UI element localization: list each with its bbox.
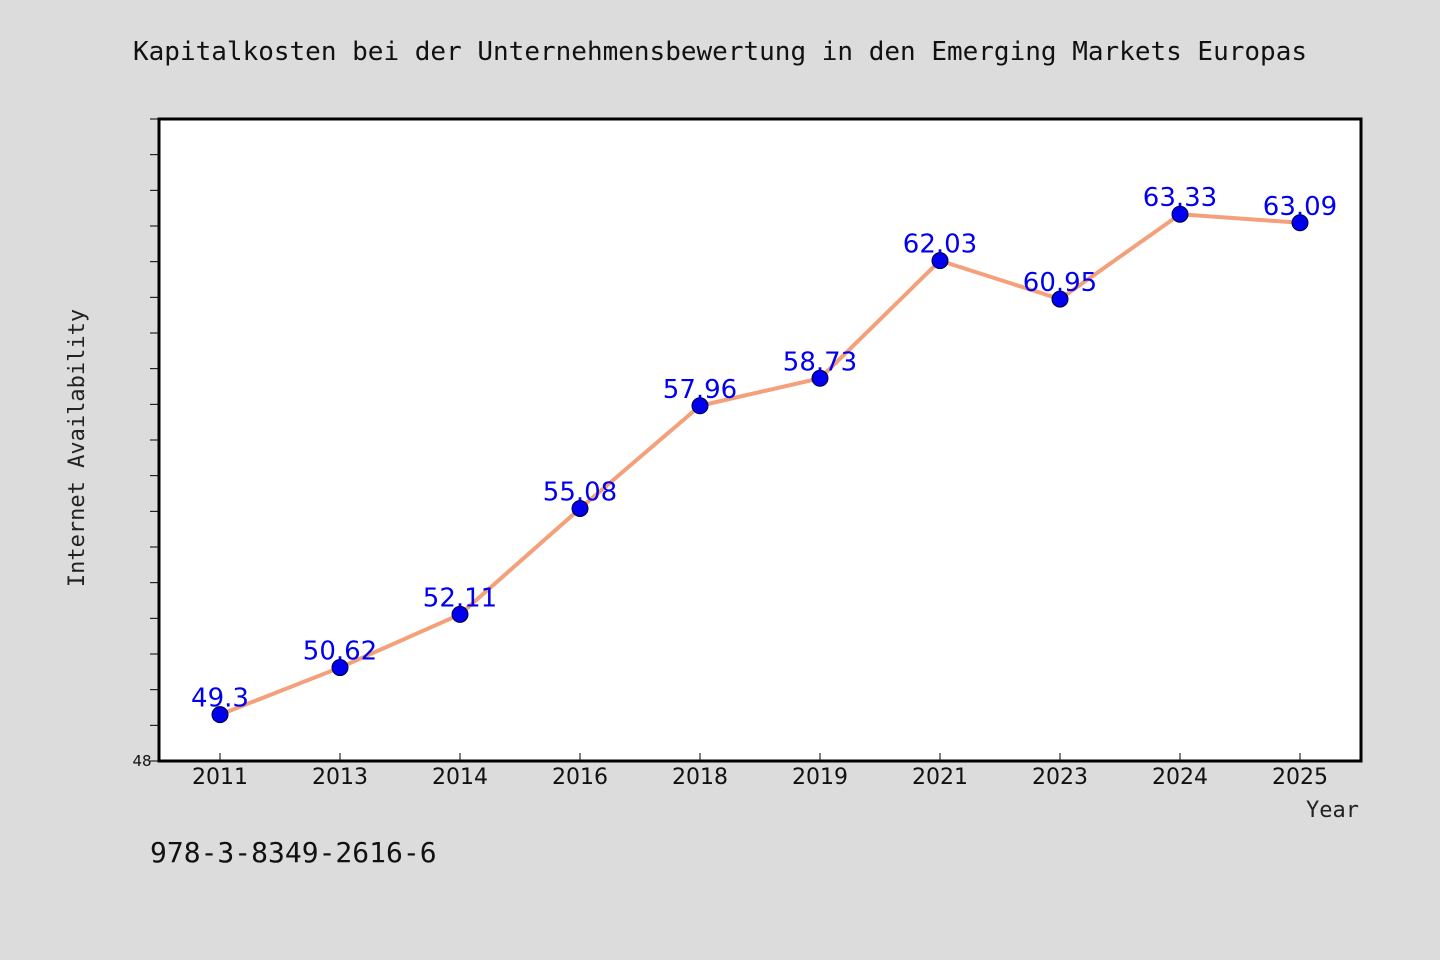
x-tick-label: 2018 — [672, 765, 728, 790]
data-label: 50.62 — [303, 637, 377, 667]
data-label: 55.08 — [543, 477, 617, 507]
data-label: 63.33 — [1143, 183, 1217, 213]
y-axis-label: Internet Availability — [65, 309, 90, 587]
data-label: 63.09 — [1263, 192, 1337, 222]
data-label: 52.11 — [423, 583, 497, 613]
x-tick-label: 2025 — [1272, 765, 1328, 790]
data-point — [331, 659, 349, 677]
y-axis-ticks — [150, 118, 159, 762]
series-line-group — [218, 212, 1302, 717]
x-tick-label: 2019 — [792, 765, 848, 790]
data-point — [691, 397, 709, 415]
x-tick-label: 2016 — [552, 765, 608, 790]
x-tick-label: 2024 — [1152, 765, 1208, 790]
data-point — [451, 605, 469, 623]
series-markers — [211, 205, 1309, 724]
x-tick-label: 2014 — [432, 765, 488, 790]
data-point — [1171, 205, 1189, 223]
x-tick-labels: 2011 2013 2014 2016 2018 2019 2021 2023 2024 2025 — [192, 765, 1328, 790]
x-tick-label: 2021 — [912, 765, 968, 790]
chart-title: Kapitalkosten bei der Unternehmensbewert… — [133, 37, 1307, 67]
data-label: 58.73 — [783, 347, 857, 377]
x-axis-label: Year — [1306, 798, 1359, 823]
isbn-text: 978-3-8349-2616-6 — [150, 836, 437, 869]
y-tick-label-min: 48 — [132, 752, 151, 770]
data-point — [1291, 214, 1309, 232]
data-point — [811, 369, 829, 387]
x-tick-label: 2023 — [1032, 765, 1088, 790]
x-tick-label: 2011 — [192, 765, 248, 790]
x-axis-ticks — [219, 753, 1301, 761]
data-label: 57.96 — [663, 375, 737, 405]
series-line — [218, 212, 1302, 717]
data-point — [211, 706, 229, 724]
data-label: 62.03 — [903, 230, 977, 260]
data-point — [571, 499, 589, 517]
data-point — [931, 252, 949, 270]
data-labels: 49.3 50.62 52.11 55.08 57.96 58.73 62.03 60.95 6… — [191, 183, 1337, 713]
data-label: 60.95 — [1023, 268, 1097, 298]
data-label: 49.3 — [191, 684, 249, 714]
x-tick-label: 2013 — [312, 765, 368, 790]
data-point — [1051, 290, 1069, 308]
